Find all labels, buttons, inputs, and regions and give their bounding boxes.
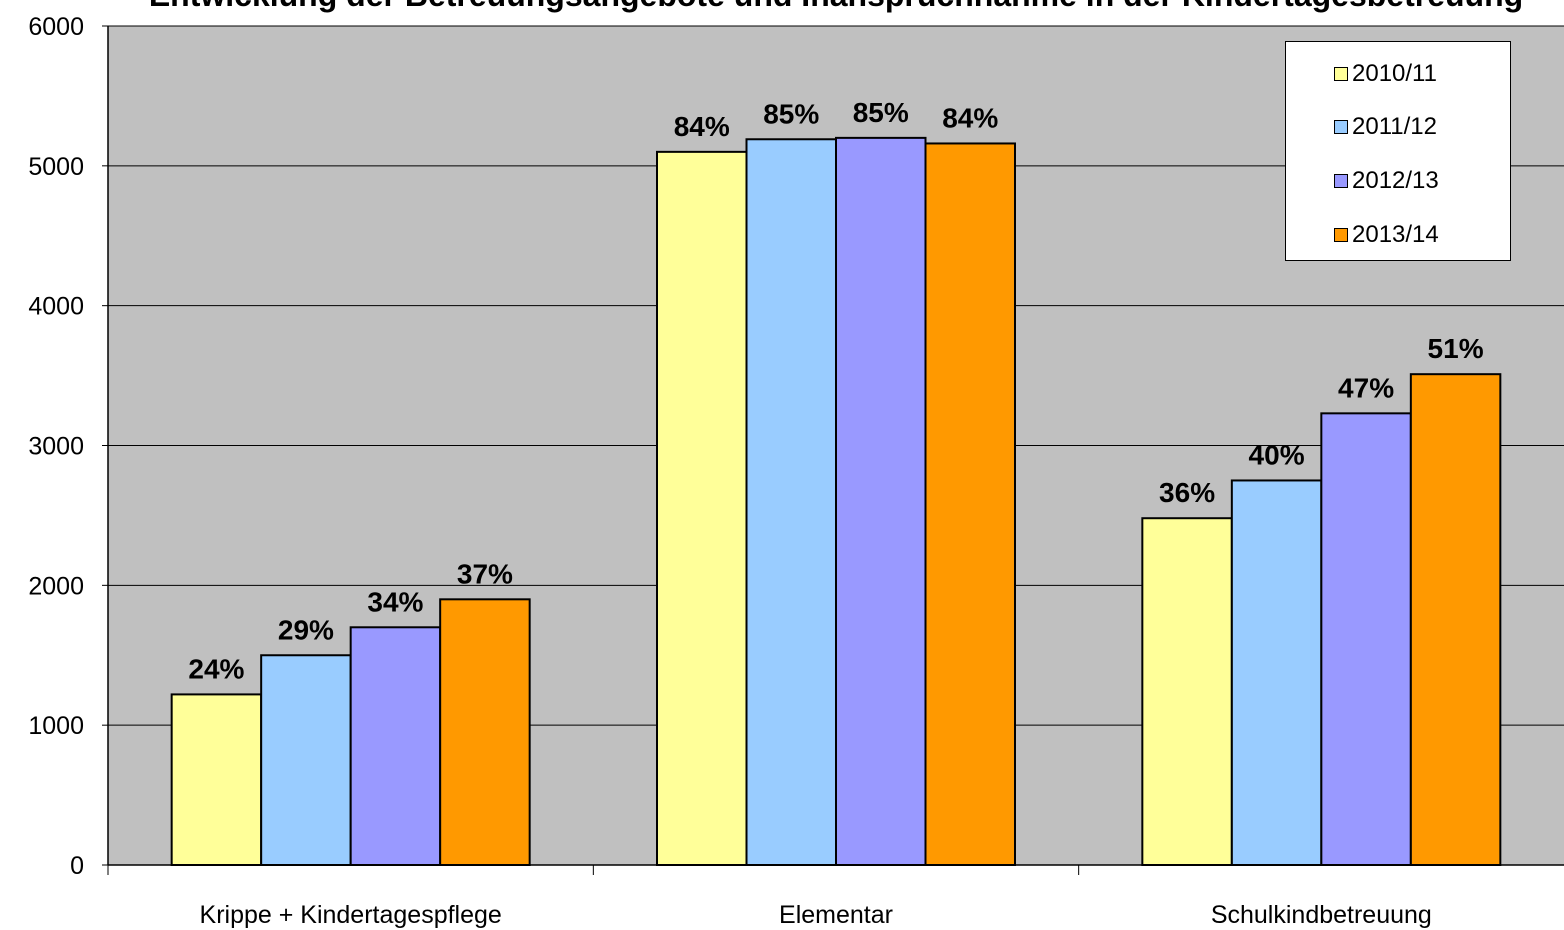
y-tick-label: 4000: [28, 293, 84, 321]
bar: [349, 626, 442, 866]
legend-label: 2010/11: [1352, 60, 1437, 87]
bar: [260, 654, 352, 866]
data-label: 85%: [853, 97, 909, 128]
data-label: 36%: [1159, 477, 1215, 508]
legend-item-2010-11: 2010/11: [1334, 59, 1437, 89]
y-tick-label: 3000: [28, 433, 84, 461]
data-label: 37%: [457, 558, 513, 589]
chart-title: Entwicklung der Betreuungsangebote und I…: [108, 0, 1564, 14]
bar: [745, 138, 837, 866]
bar: [1320, 412, 1412, 866]
data-label: 40%: [1249, 439, 1305, 470]
legend-item-2011-12: 2011/12: [1334, 112, 1437, 142]
data-label: 51%: [1428, 333, 1484, 364]
y-tick-label: 5000: [28, 153, 84, 181]
bar: [170, 693, 263, 866]
legend-swatch-2011-12: [1334, 120, 1348, 134]
x-tick-label: Krippe + Kindertagespflege: [200, 901, 502, 929]
data-label: 34%: [367, 586, 423, 617]
legend-label: 2011/12: [1352, 113, 1437, 140]
data-label: 24%: [188, 653, 244, 684]
bar: [835, 136, 927, 867]
bar: [1409, 373, 1502, 866]
data-label: 85%: [763, 98, 819, 129]
y-tick-label: 2000: [28, 572, 84, 600]
legend-label: 2013/14: [1352, 221, 1439, 248]
bar: [1141, 517, 1233, 866]
chart-legend: 2010/11 2011/12 2012/13 2013/14: [1285, 41, 1511, 261]
y-tick-label: 1000: [28, 712, 84, 740]
y-tick-label: 0: [70, 852, 84, 880]
legend-item-2013-14: 2013/14: [1334, 220, 1439, 250]
x-tick-label: Schulkindbetreuung: [1211, 901, 1432, 929]
data-label: 84%: [674, 111, 730, 142]
bar: [1230, 479, 1323, 866]
bar: [924, 142, 1016, 866]
data-label: 47%: [1338, 372, 1394, 403]
bar: [656, 150, 748, 867]
legend-swatch-2013-14: [1334, 228, 1348, 242]
x-tick-label: Elementar: [779, 901, 893, 929]
legend-swatch-2012-13: [1334, 174, 1348, 188]
bar: [439, 598, 531, 866]
data-label: 29%: [278, 614, 334, 645]
legend-label: 2012/13: [1352, 167, 1439, 194]
y-tick-label: 6000: [28, 13, 84, 41]
legend-swatch-2010-11: [1334, 67, 1348, 81]
data-label: 84%: [942, 102, 998, 133]
legend-item-2012-13: 2012/13: [1334, 166, 1439, 196]
